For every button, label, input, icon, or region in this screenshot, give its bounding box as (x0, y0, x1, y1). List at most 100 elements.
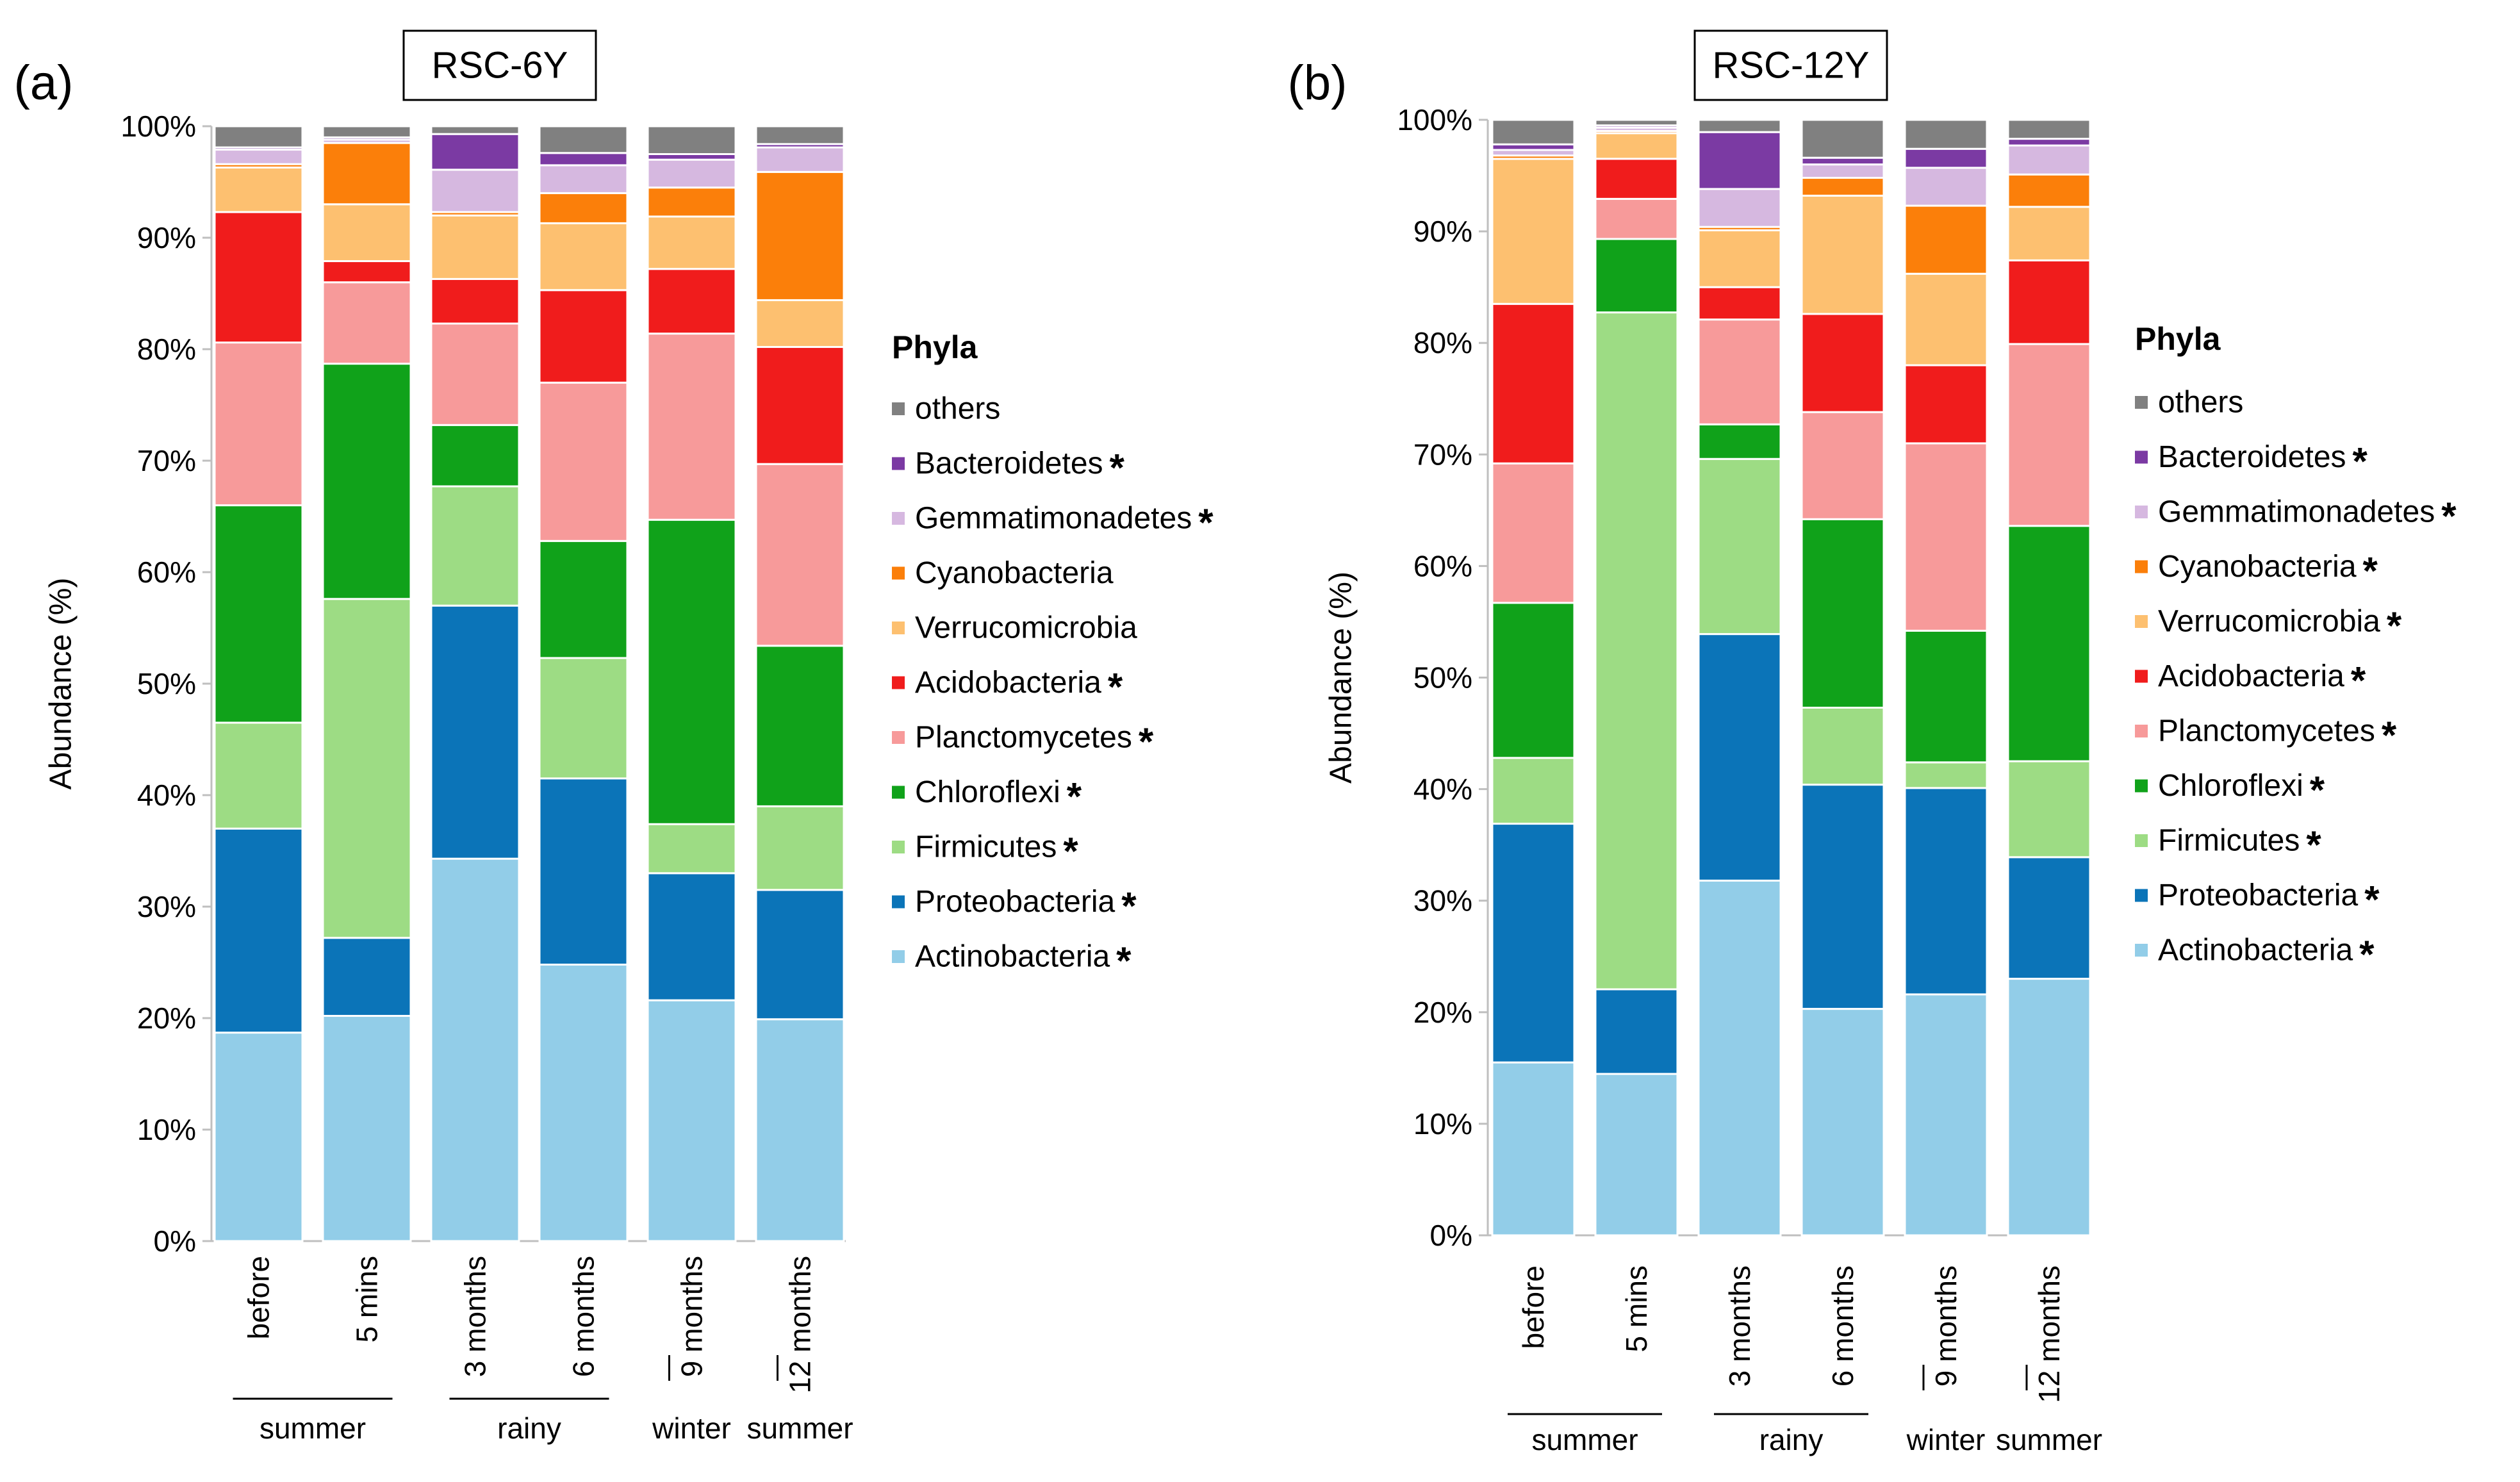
y-tick-label: 100% (120, 110, 196, 143)
bar-segment-acidobacteria-5-mins (322, 260, 412, 284)
bar-segment-cyanobacteria-9-months (646, 186, 737, 218)
legend-swatch-others (892, 402, 905, 415)
bar-segment-others-9-months (1904, 119, 1988, 150)
legend-swatch-acidobacteria (2135, 670, 2148, 683)
bar-segment-actinobacteria-before (1491, 1061, 1576, 1237)
bar-segment-cyanobacteria-12-months (755, 170, 845, 301)
bar-segment-chloroflexi-9-months (1904, 629, 1988, 764)
bar-segment-proteobacteria-5-mins (1594, 988, 1679, 1075)
bar-segment-chloroflexi-9-months (646, 518, 737, 825)
y-tick-label: 0% (154, 1224, 196, 1258)
y-tick-label: 20% (1413, 996, 1472, 1029)
legend-label-actinobacteria: Actinobacteria * (915, 939, 1132, 982)
bar-segment-firmicutes-before (213, 721, 304, 830)
bar-segment-planctomycetes-before (213, 342, 304, 507)
bar-segment-planctomycetes-5-mins (1594, 197, 1679, 240)
legend-swatch-planctomycetes (892, 731, 905, 744)
bar-segment-verrucomicrobia-12-months (755, 299, 845, 349)
legend-swatch-gemmatimonadetes (892, 512, 905, 525)
bar-segment-acidobacteria-3-months (1697, 286, 1782, 321)
bar-segment-firmicutes-9-months (1904, 761, 1988, 789)
bar-segment-firmicutes-6-months (538, 657, 629, 780)
legend-label-actinobacteria: Actinobacteria * (2158, 933, 2375, 976)
legend-title: Phyla (2135, 321, 2221, 357)
bar-segment-cyanobacteria-6-months (1800, 177, 1885, 197)
chart-title-box (402, 29, 597, 101)
bar-segment-acidobacteria-5-mins (1594, 158, 1679, 200)
bar-segment-others-12-months (2007, 119, 2091, 140)
x-tick-label: 9 months (1929, 1265, 1963, 1387)
chart-title: RSC-12Y (1713, 45, 1870, 86)
legend-label-proteobacteria: Proteobacteria * (2158, 878, 2380, 921)
bar-segment-actinobacteria-5-mins (322, 1015, 412, 1242)
legend: Phyla others Bacteroidetes * Gemmatimonadete… (892, 329, 1214, 982)
legend-swatch-chloroflexi (2135, 779, 2148, 793)
bar-segment-proteobacteria-9-months (646, 872, 737, 1001)
legend-label-verrucomicrobia: Verrucomicrobia (915, 611, 1137, 645)
bar-segment-acidobacteria-before (213, 211, 304, 344)
bar-segment-verrucomicrobia-before (1491, 158, 1576, 305)
legend-label-firmicutes: Firmicutes * (915, 830, 1078, 873)
legend-swatch-verrucomicrobia (892, 622, 905, 634)
bar-segment-verrucomicrobia-3-months (430, 214, 520, 280)
season-label: rainy (1759, 1423, 1824, 1456)
bar-segment-planctomycetes-12-months (755, 463, 845, 647)
bar-segment-others-6-months (1800, 119, 1885, 159)
bar-segment-firmicutes-9-months (646, 823, 737, 875)
bar-segment-proteobacteria-3-months (430, 604, 520, 860)
legend-swatch-firmicutes (892, 841, 905, 853)
season-label: summer (746, 1412, 853, 1445)
x-tick-label: 5 mins (1620, 1265, 1653, 1352)
bar-segment-chloroflexi-before (213, 504, 304, 724)
season-label: winter (1906, 1423, 1986, 1456)
bar-segment-planctomycetes-5-mins (322, 281, 412, 365)
bar-segment-firmicutes-3-months (1697, 457, 1782, 636)
bar-segment-acidobacteria-12-months (2007, 259, 2091, 345)
y-tick-label: 40% (1413, 773, 1472, 806)
season-label: summer (1996, 1423, 2102, 1456)
bar-segment-firmicutes-5-mins (1594, 311, 1679, 991)
y-tick-label: 80% (137, 333, 196, 366)
bar-segment-acidobacteria-6-months (1800, 313, 1885, 413)
legend-swatch-actinobacteria (892, 950, 905, 963)
legend: Phyla others Bacteroidetes * Gemmatimonadete… (2135, 321, 2457, 976)
y-tick-label: 70% (1413, 438, 1472, 471)
x-tick-label: 12 months (2032, 1265, 2066, 1403)
bar-segment-planctomycetes-3-months (430, 322, 520, 426)
legend-label-chloroflexi: Chloroflexi * (2158, 768, 2325, 811)
bar-segment-others-6-months (538, 125, 629, 154)
legend-label-verrucomicrobia: Verrucomicrobia * (2158, 604, 2402, 647)
y-tick-label: 40% (137, 778, 196, 812)
bar-segment-gemmatimonadetes-9-months (1904, 167, 1988, 207)
y-tick-label: 30% (1413, 884, 1472, 918)
bar-segment-verrucomicrobia-3-months (1697, 229, 1782, 288)
legend-swatch-actinobacteria (2135, 944, 2148, 957)
bar-segment-actinobacteria-before (213, 1032, 304, 1242)
bar-segment-cyanobacteria-12-months (2007, 173, 2091, 208)
bar-segment-planctomycetes-12-months (2007, 343, 2091, 527)
legend-label-chloroflexi: Chloroflexi * (915, 775, 1082, 818)
bar-segment-firmicutes-5-mins (322, 598, 412, 939)
bar-segment-others-before (213, 125, 304, 149)
y-tick-label: 20% (137, 1001, 196, 1035)
bar-segment-proteobacteria-before (213, 827, 304, 1034)
bar-segment-actinobacteria-6-months (1800, 1008, 1885, 1237)
bar-segment-verrucomicrobia-6-months (538, 222, 629, 292)
bar-segment-planctomycetes-3-months (1697, 318, 1782, 425)
bar-segment-acidobacteria-9-months (1904, 364, 1988, 445)
bar-segment-cyanobacteria-6-months (538, 192, 629, 224)
y-tick-label: 90% (137, 221, 196, 254)
bar-segment-others-before (1491, 119, 1576, 145)
bar-segment-firmicutes-3-months (430, 485, 520, 607)
legend-swatch-cyanobacteria (892, 566, 905, 580)
bar-segment-actinobacteria-5-mins (1594, 1073, 1679, 1237)
bar-segment-bacteroidetes-3-months (1697, 131, 1782, 190)
bar-segment-others-9-months (646, 125, 737, 155)
legend-title: Phyla (892, 329, 978, 365)
legend-swatch-verrucomicrobia (2135, 615, 2148, 628)
x-tick-label: 12 months (784, 1256, 817, 1394)
legend-label-planctomycetes: Planctomycetes * (915, 720, 1154, 763)
bar-segment-firmicutes-12-months (2007, 760, 2091, 859)
bar-segment-chloroflexi-12-months (2007, 525, 2091, 762)
